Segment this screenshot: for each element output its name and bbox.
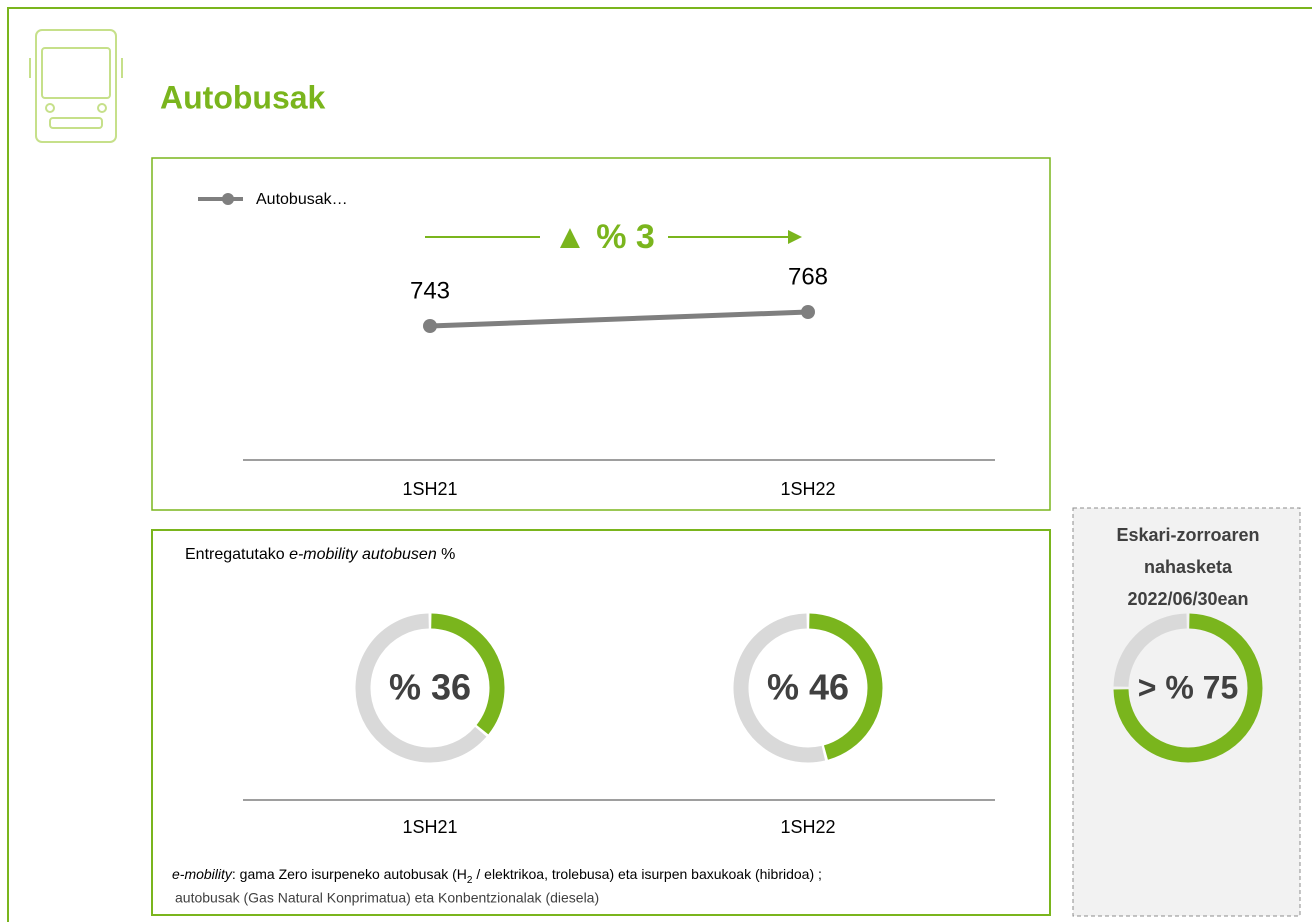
panel-title: Eskari-zorroaren — [1116, 525, 1259, 545]
backlog-panel — [1072, 507, 1301, 917]
title-part: e-mobility autobusen — [289, 546, 437, 563]
series-line — [429, 309, 809, 329]
frame — [7, 7, 1312, 922]
footnote-part: ; — [814, 866, 822, 882]
footnote: e-mobility: gama Zero isurpeneko autobus… — [172, 866, 822, 886]
donut-label: % 46 — [767, 667, 849, 708]
footnote-part: 2 — [467, 875, 473, 886]
line-panel — [151, 157, 1051, 511]
donut-track — [733, 613, 826, 763]
title-part: Entregatutako — [185, 546, 289, 563]
data-label: 743 — [410, 277, 450, 304]
donut-track — [355, 613, 487, 763]
donut-arc — [430, 613, 505, 735]
data-label: 768 — [788, 263, 828, 290]
x-tick-label: 1SH21 — [402, 479, 457, 499]
point — [801, 305, 815, 319]
donut-label: > % 75 — [1138, 669, 1239, 705]
bus-icon — [29, 29, 123, 143]
x-tick-label: 1SH22 — [780, 479, 835, 499]
donut-track — [1113, 613, 1188, 688]
footnote-part: e-mobility — [172, 866, 233, 882]
annotation: ▲ % 3 — [553, 218, 655, 256]
donut-arc — [808, 613, 883, 760]
legend-marker — [222, 193, 234, 205]
page-title: Autobusak — [160, 79, 326, 115]
footnote-part: : gama Zero isurpeneko autobusak (H — [232, 866, 467, 882]
panel-title: Entregatutako e-mobility autobusen % — [185, 546, 455, 563]
panel-title: nahasketa — [1144, 557, 1233, 577]
x-tick-label: 1SH22 — [780, 817, 835, 837]
donut-panel — [151, 529, 1051, 916]
footnote-part: / elektrikoa, trolebusa) eta isurpen bax… — [472, 866, 814, 882]
panel-title: 2022/06/30ean — [1127, 589, 1248, 609]
title-part: % — [437, 546, 456, 563]
donut-arc — [1113, 613, 1263, 763]
donut-label: % 36 — [389, 667, 471, 708]
legend-label: Autobusak… — [256, 191, 348, 208]
footnote: autobusak (Gas Natural Konprimatua) eta … — [175, 890, 599, 906]
x-tick-label: 1SH21 — [402, 817, 457, 837]
point — [423, 319, 437, 333]
arrow-head — [788, 230, 802, 244]
